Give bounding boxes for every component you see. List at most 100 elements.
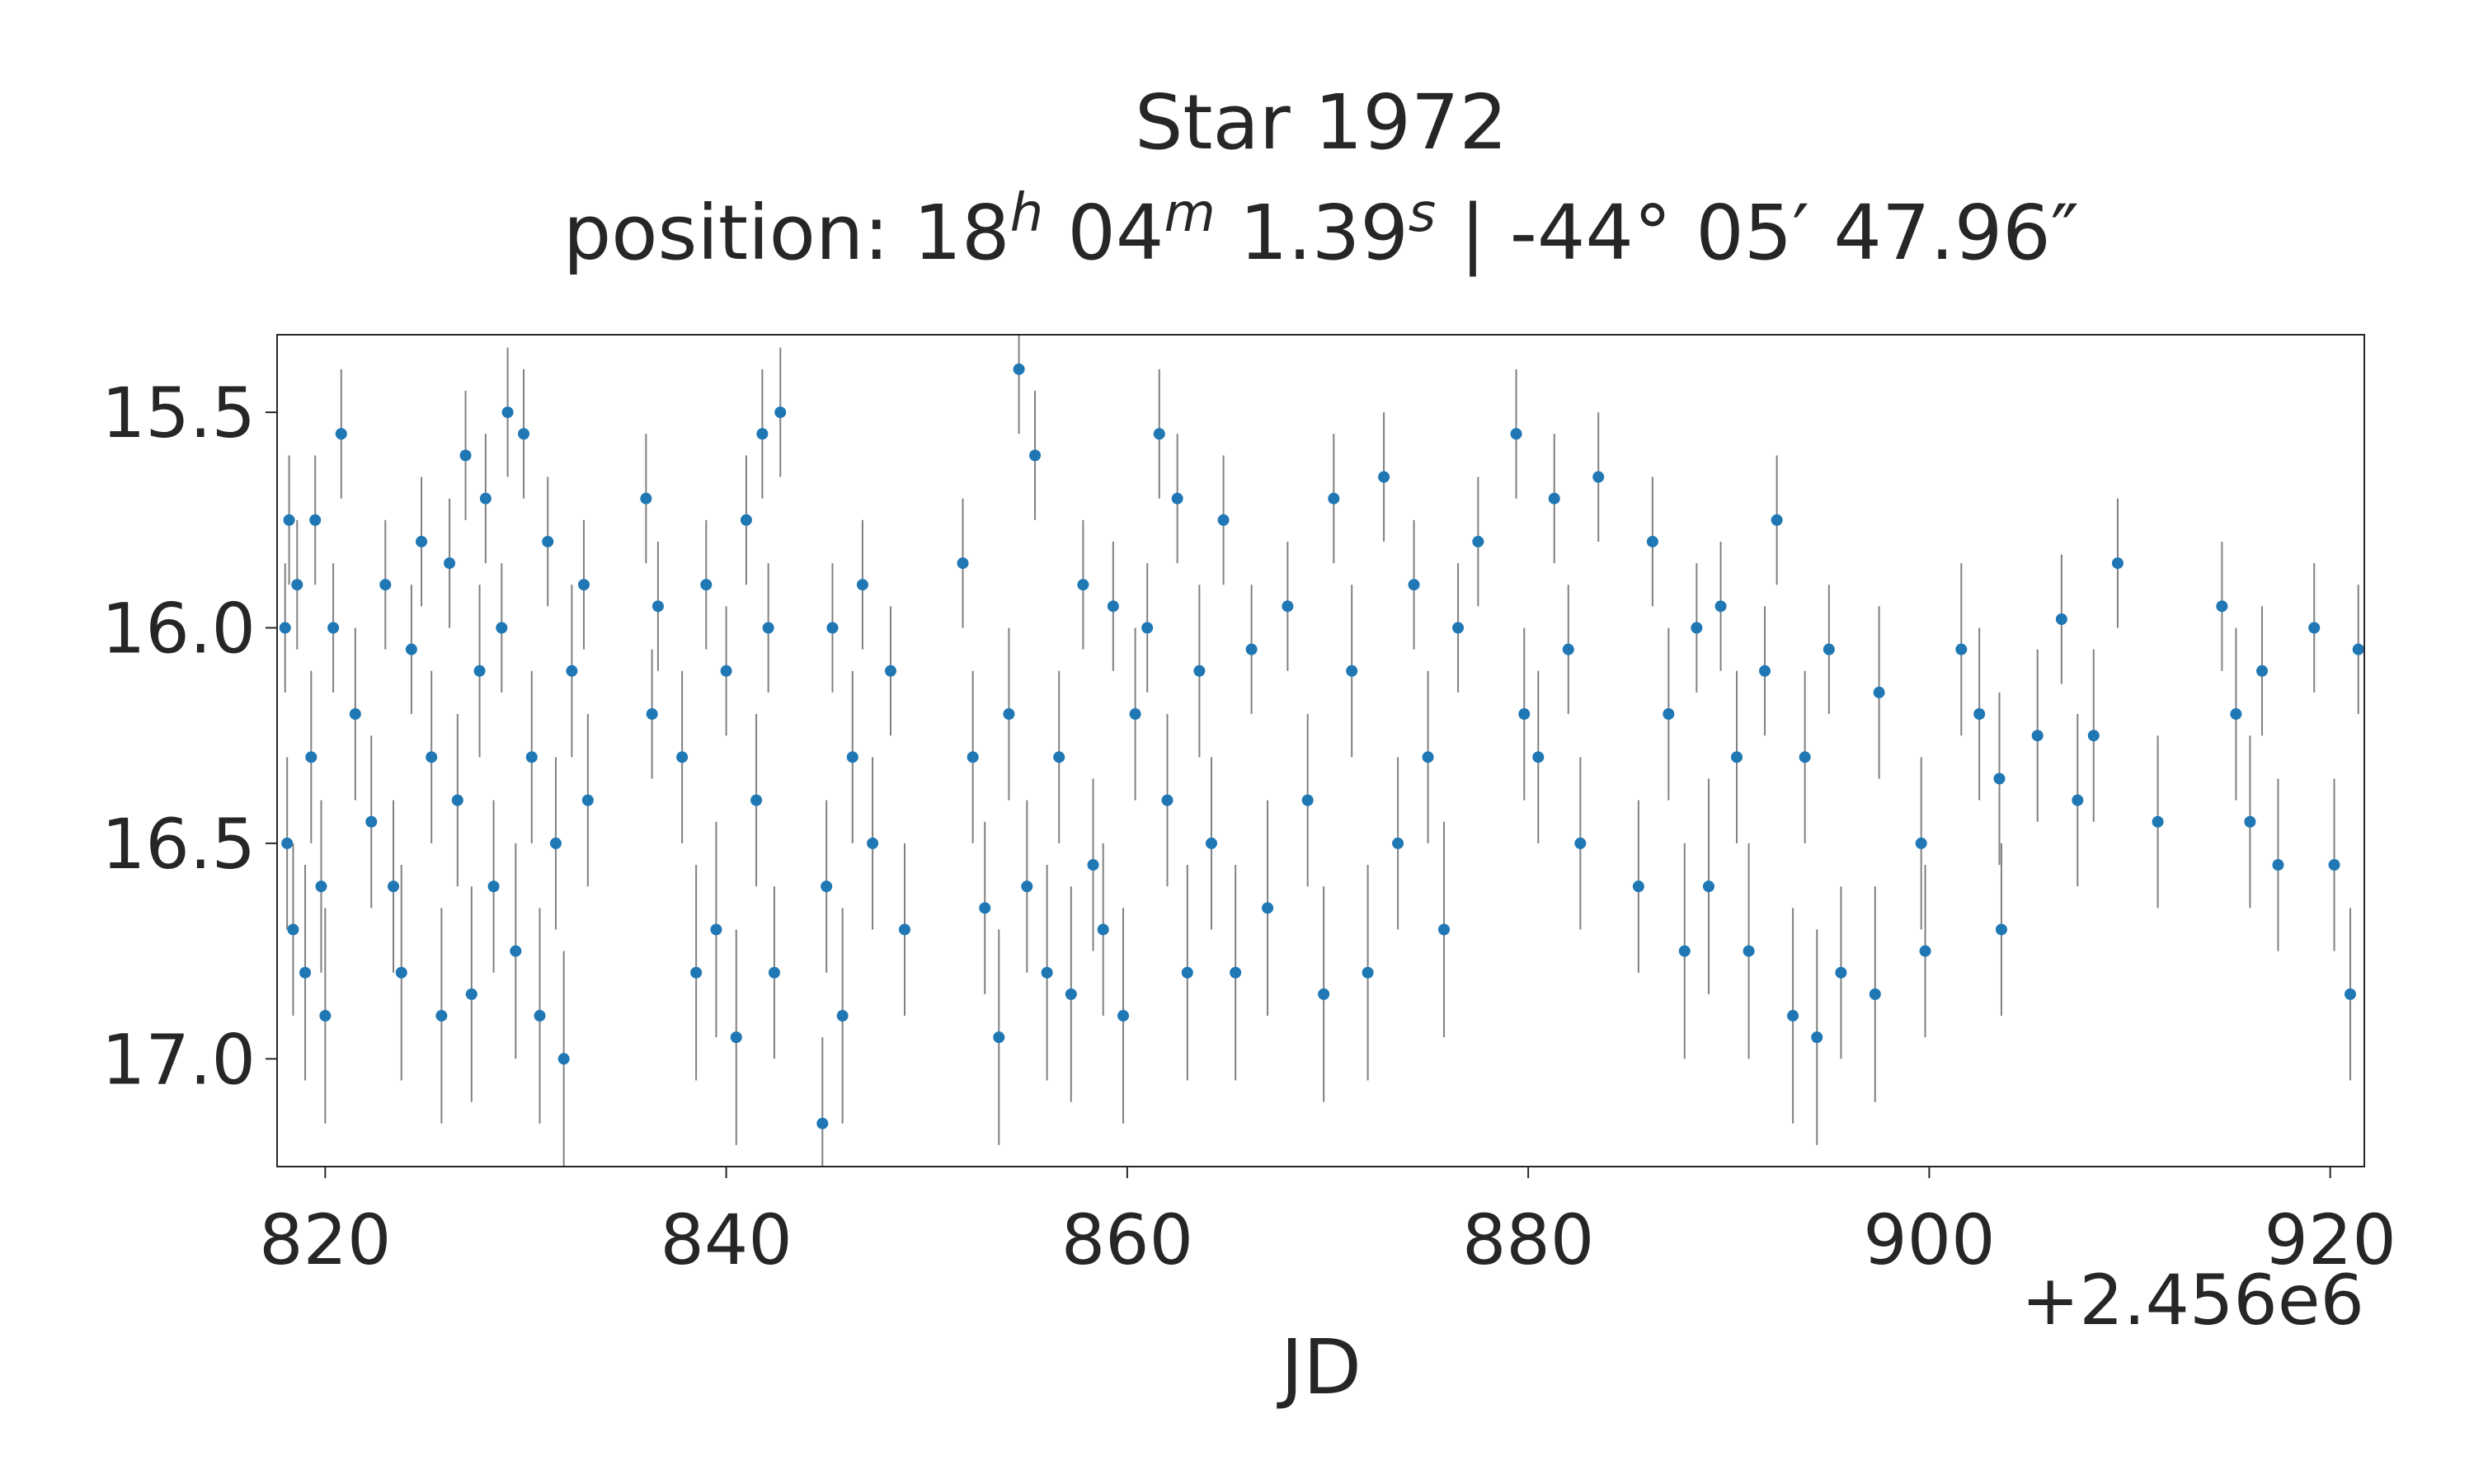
data-point (1107, 600, 1119, 613)
x-axis-label: JD (1277, 1323, 1362, 1411)
data-point (2352, 643, 2364, 655)
data-point (816, 1117, 829, 1129)
data-point (2055, 613, 2067, 626)
data-point (327, 622, 340, 634)
data-point (426, 751, 438, 763)
data-point (1823, 643, 1835, 655)
data-point (1021, 881, 1033, 893)
subtitle-part: 1.39 (1216, 189, 1409, 277)
data-point (1518, 708, 1531, 721)
y-tick-label: 15.5 (101, 373, 256, 453)
subtitle-part: | -44° 05′ 47.96″ (1436, 189, 2079, 277)
data-point (487, 881, 500, 893)
data-point (1205, 837, 1217, 849)
data-point (1915, 837, 1927, 849)
data-point (1217, 514, 1230, 526)
data-point (1087, 859, 1099, 871)
chart-title: Star 1972 (1135, 78, 1507, 167)
data-point (2230, 708, 2242, 721)
data-point (1787, 1010, 1799, 1022)
data-point (720, 665, 732, 677)
data-point (1510, 428, 1522, 440)
data-point (750, 794, 763, 806)
data-point (291, 579, 303, 591)
data-point (525, 751, 538, 763)
data-point (379, 579, 392, 591)
data-point (1282, 600, 1294, 613)
data-point (1835, 966, 1847, 979)
data-point (646, 708, 658, 721)
data-point (1869, 988, 1881, 1000)
data-point (465, 988, 477, 1000)
data-point (899, 923, 911, 936)
data-point (459, 449, 472, 462)
data-point (826, 622, 839, 634)
data-point (1452, 622, 1465, 634)
data-point (2072, 794, 2084, 806)
data-point (1117, 1010, 1130, 1022)
data-point (2152, 815, 2164, 828)
data-point (1743, 945, 1755, 957)
data-point (774, 406, 787, 419)
data-point (957, 557, 969, 570)
data-point (281, 837, 294, 849)
data-point (884, 665, 896, 677)
data-point (2308, 622, 2321, 634)
data-point (1678, 945, 1691, 957)
data-point (577, 579, 590, 591)
data-point (2031, 730, 2044, 742)
data-point (309, 514, 322, 526)
data-point (1065, 988, 1077, 1000)
x-tick-label: 820 (259, 1200, 391, 1280)
data-point (287, 923, 299, 936)
data-point (2328, 859, 2340, 871)
data-point (740, 514, 752, 526)
subtitle-superscript: s (1409, 183, 1436, 244)
data-point (1077, 579, 1089, 591)
plot-frame (276, 334, 2365, 1167)
data-point (768, 966, 780, 979)
data-point (305, 751, 317, 763)
subtitle-part: 04 (1043, 189, 1164, 277)
subtitle-superscript: h (1010, 183, 1044, 244)
data-point (335, 428, 347, 440)
data-point (1301, 794, 1314, 806)
data-point (479, 492, 492, 505)
data-point (1472, 535, 1484, 547)
data-point (2244, 815, 2256, 828)
data-point (388, 881, 400, 893)
data-point (762, 622, 774, 634)
data-point (1328, 492, 1340, 505)
data-point (1646, 535, 1658, 547)
data-point (1811, 1031, 1823, 1044)
data-point (1771, 514, 1783, 526)
data-point (416, 535, 428, 547)
data-point (405, 643, 417, 655)
data-point (2087, 730, 2100, 742)
data-point (1129, 708, 1141, 721)
data-point (395, 966, 407, 979)
data-point (315, 881, 327, 893)
data-point (2344, 988, 2356, 1000)
data-point (1029, 449, 1042, 462)
data-point (581, 794, 594, 806)
subtitle-superscript: m (1164, 183, 1215, 244)
data-point (473, 665, 486, 677)
data-point (1362, 966, 1374, 979)
data-point (534, 1010, 546, 1022)
data-point (1714, 600, 1727, 613)
data-point (1318, 988, 1330, 1000)
data-point (1562, 643, 1574, 655)
data-point (1378, 471, 1390, 483)
x-tick-label: 880 (1462, 1200, 1594, 1280)
data-point (1919, 945, 1931, 957)
data-point (846, 751, 858, 763)
data-point (510, 945, 522, 957)
data-point (1392, 837, 1404, 849)
data-point (690, 966, 703, 979)
data-point (444, 557, 456, 570)
data-point (299, 966, 312, 979)
data-point (710, 923, 722, 936)
data-point (496, 622, 508, 634)
